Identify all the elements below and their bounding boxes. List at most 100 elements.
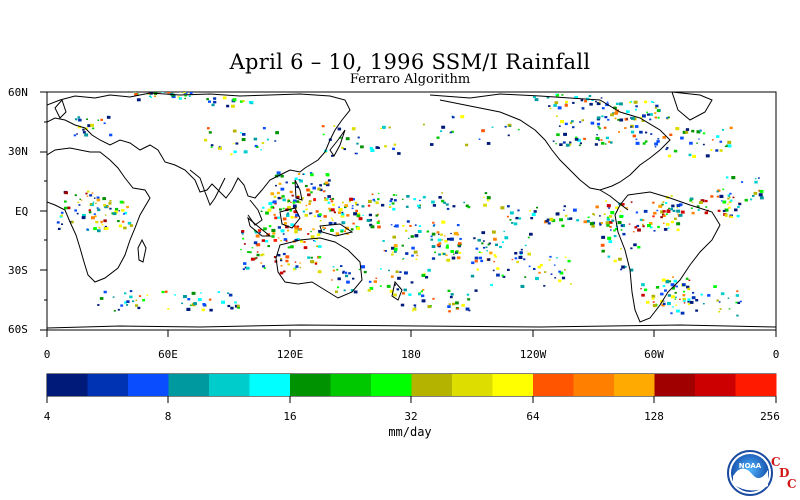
rain-pixel	[455, 301, 459, 305]
rain-pixel	[447, 289, 451, 292]
rain-pixel	[341, 146, 344, 149]
rain-pixel	[361, 205, 365, 208]
rain-pixel	[652, 201, 655, 204]
rain-pixel	[240, 132, 242, 134]
rain-pixel	[378, 192, 380, 195]
rain-pixel	[310, 191, 313, 194]
rain-pixel	[452, 302, 456, 306]
rain-pixel	[331, 154, 334, 157]
coast-australia	[275, 237, 363, 299]
rain-pixel	[124, 292, 127, 295]
rain-pixel	[722, 200, 727, 204]
rain-pixel	[315, 210, 319, 213]
rain-pixel	[449, 131, 452, 134]
rain-pixel	[689, 300, 694, 304]
rain-pixel	[661, 203, 664, 206]
rain-pixel	[301, 197, 304, 200]
rain-pixel	[78, 204, 81, 206]
rain-pixel	[272, 207, 275, 209]
rain-pixel	[451, 130, 454, 133]
rain-pixel	[447, 305, 451, 308]
rain-pixel	[599, 101, 601, 103]
rain-pixel	[126, 300, 130, 303]
rain-pixel	[613, 259, 617, 263]
rain-pixel	[583, 137, 586, 140]
rain-pixel	[553, 104, 557, 107]
rain-pixel	[202, 303, 207, 307]
rain-pixel	[615, 109, 620, 113]
rain-pixel	[333, 211, 336, 214]
rain-pixel	[683, 290, 686, 293]
rain-pixel	[430, 235, 433, 238]
rain-pixel	[619, 210, 622, 212]
rain-pixel	[253, 241, 258, 245]
map-title: April 6 – 10, 1996 SSM/I Rainfall	[229, 50, 591, 74]
rain-pixel	[305, 208, 308, 211]
rain-pixel	[672, 209, 676, 212]
rain-pixel	[314, 262, 318, 265]
coast-northamerica	[429, 93, 671, 191]
rain-pixel	[577, 138, 582, 142]
rain-pixel	[438, 253, 441, 256]
rain-pixel	[354, 152, 357, 155]
rain-pixel	[344, 206, 347, 209]
rain-pixel	[323, 215, 327, 218]
rain-pixel	[178, 97, 182, 100]
rain-pixel	[436, 243, 440, 247]
rain-pixel	[287, 201, 289, 203]
rain-pixel	[438, 242, 442, 245]
rain-pixel	[395, 194, 398, 196]
rain-pixel	[242, 268, 245, 271]
rain-pixel	[554, 277, 557, 279]
rain-pixel	[727, 195, 730, 197]
rain-pixel	[682, 294, 686, 297]
lat-label: 30N	[8, 145, 28, 158]
rain-pixel	[304, 213, 308, 217]
rain-pixel	[296, 225, 300, 228]
rain-pixel	[348, 272, 351, 275]
rain-pixel	[483, 196, 485, 198]
rain-pixel	[294, 230, 298, 234]
rain-pixel	[277, 216, 280, 219]
rain-pixel	[236, 304, 240, 308]
rain-pixel	[617, 221, 622, 225]
lon-label: 180	[401, 348, 421, 361]
rain-pixel	[104, 225, 107, 228]
rain-pixel	[379, 285, 382, 287]
rain-pixel	[483, 203, 487, 207]
rain-pixel	[727, 203, 729, 206]
rain-pixel	[546, 218, 550, 221]
rain-pixel	[565, 214, 568, 217]
rain-pixel	[601, 235, 606, 239]
rain-pixel	[129, 290, 133, 293]
rain-pixel	[89, 203, 93, 206]
rain-pixel	[222, 96, 227, 100]
rain-pixel	[256, 146, 259, 148]
rain-pixel	[292, 268, 296, 271]
rain-pixel	[649, 222, 653, 225]
rain-pixel	[341, 211, 344, 214]
rain-pixel	[409, 224, 412, 227]
rain-pixel	[758, 189, 761, 192]
rain-pixel	[338, 206, 340, 208]
rain-pixel	[548, 259, 551, 261]
rain-pixel	[289, 209, 293, 212]
rain-pixel	[228, 293, 233, 297]
rain-pixel	[432, 204, 436, 207]
rain-pixel	[431, 257, 436, 260]
rain-pixel	[267, 208, 272, 212]
rain-pixel	[293, 210, 298, 214]
rain-pixel	[91, 216, 95, 220]
rain-pixel	[336, 268, 339, 271]
rain-pixel	[393, 284, 396, 286]
rain-pixel	[300, 240, 303, 243]
rain-pixel	[425, 276, 429, 279]
rain-pixel	[106, 115, 111, 119]
rain-pixel	[613, 235, 617, 238]
rain-pixel	[402, 258, 404, 260]
map-frame	[46, 91, 777, 331]
rain-pixel	[642, 219, 645, 222]
rain-pixel	[563, 209, 565, 211]
rain-pixel	[624, 266, 627, 268]
rain-pixel	[363, 270, 367, 274]
